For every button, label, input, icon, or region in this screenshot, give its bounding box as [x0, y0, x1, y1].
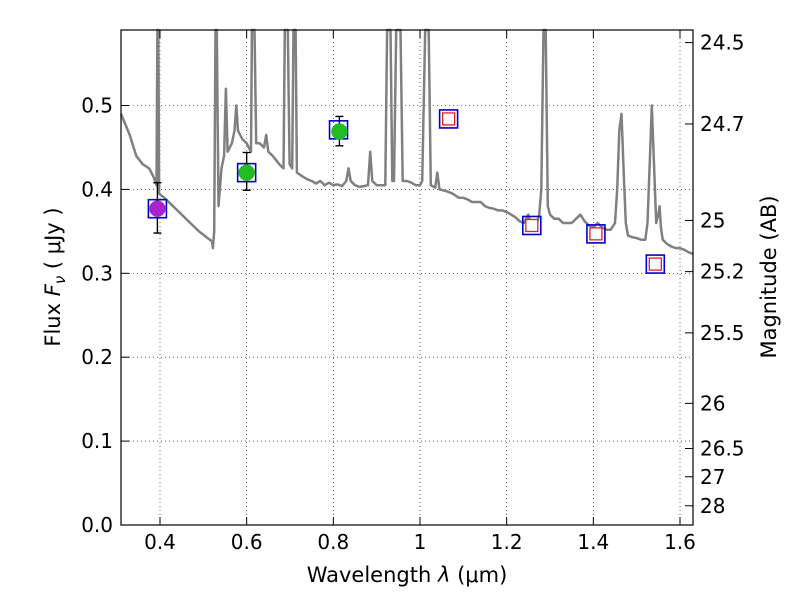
y-tick-label: 0.2: [81, 345, 113, 369]
x-tick-label: 1.4: [577, 530, 609, 554]
mag-tick-label: 26.5: [700, 436, 745, 460]
upper-limit-marker: [589, 227, 603, 241]
x-tick-label: 0.4: [144, 530, 176, 554]
model-square-marker: [645, 254, 666, 274]
y-tick-label: 0.1: [81, 429, 113, 453]
mag-tick-label: 28: [700, 494, 725, 518]
y-tick-label: 0.3: [81, 261, 113, 285]
upper-limit-marker: [441, 112, 456, 126]
x-axis-title: Wavelength λ (μm): [307, 563, 508, 587]
mag-tick-label: 25.5: [700, 321, 745, 345]
upper-limit-marker: [525, 218, 539, 233]
upper-limit-marker: [648, 257, 662, 271]
y-tick-label: 0.5: [81, 94, 113, 118]
x-axis-label: Wavelength: [307, 563, 432, 587]
mag-tick-label: 27: [700, 465, 725, 489]
mag-tick-label: 26: [700, 391, 725, 415]
x-tick-label: 1: [414, 530, 427, 554]
y-axis-subscript: ν: [51, 276, 69, 284]
measured-flux-point: [149, 200, 166, 217]
model-square-marker: [586, 224, 606, 244]
y-axis-label: Flux: [41, 303, 65, 347]
measured-flux-point: [238, 164, 255, 181]
x-axis-symbol: λ: [437, 563, 450, 587]
spectrum-line: [119, 28, 694, 256]
plot-frame: [120, 29, 694, 526]
mag-tick-label: 24.5: [700, 31, 745, 55]
y-axis-unit: μJy: [41, 222, 65, 254]
x-tick-label: 1.2: [491, 530, 523, 554]
mag-tick-label: 25.2: [700, 260, 745, 284]
model-square-marker: [521, 215, 542, 236]
spectrum-layer: [119, 28, 694, 256]
x-tick-label: 1.6: [664, 530, 696, 554]
model-square-marker: [438, 109, 459, 129]
y-axis-title: Flux Fν ( μJy ): [41, 207, 69, 346]
y-axis-symbol: F: [41, 283, 65, 296]
y-tick-label: 0.4: [81, 177, 113, 201]
mag-tick-label: 24.7: [700, 112, 745, 136]
x-tick-label: 0.6: [231, 530, 263, 554]
marker-layer: [147, 109, 666, 274]
x-axis-unit: μm: [465, 563, 499, 587]
right-axis-title: Magnitude (AB): [757, 195, 781, 358]
mag-tick-label: 25: [700, 208, 725, 232]
x-tick-label: 0.8: [317, 530, 349, 554]
y-tick-label: 0.0: [81, 513, 113, 537]
ticks: 0.4 0.6 0.8 1 1.2 1.4 1.6 0.0 0.1 0.2 0.3 0.4 0.5 24.…: [81, 30, 745, 554]
measured-flux-point: [331, 123, 348, 140]
